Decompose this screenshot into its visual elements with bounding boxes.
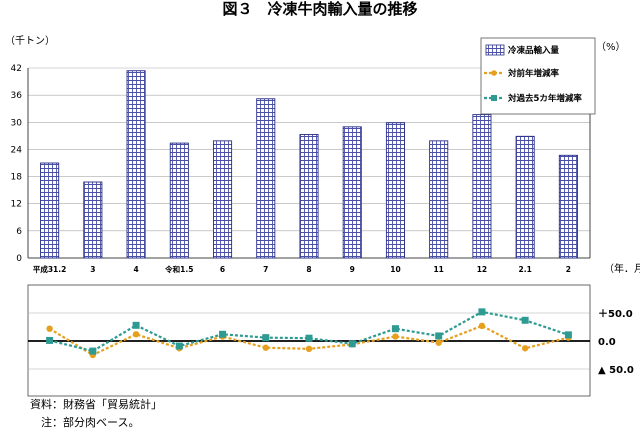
fiveyear-point [262, 334, 270, 342]
left-tick-label: 18 [11, 173, 23, 183]
bar [385, 122, 405, 259]
x-tick-label: 令和1.5 [164, 264, 193, 274]
bar [558, 154, 578, 259]
bar [515, 135, 535, 259]
bar [213, 140, 233, 259]
fiveyear-point [478, 308, 486, 316]
right-axis-ticks: ＋50.0 0.0 ▲ 50.0 [598, 308, 634, 376]
x-tick-label: 2.1 [519, 265, 532, 274]
fiveyear-point [305, 334, 313, 342]
fiveyear-point [219, 330, 227, 338]
fiveyear-point [89, 347, 97, 355]
left-axis-ticks: 0 6 12 18 24 30 36 42 [11, 64, 23, 264]
fiveyear-point [435, 332, 443, 340]
x-tick-label: 11 [433, 265, 443, 274]
x-tick-label: 平成31.2 [33, 264, 67, 274]
fiveyear-point [391, 325, 399, 333]
left-tick-label: 24 [11, 145, 23, 155]
x-tick-label: 12 [477, 265, 487, 274]
yoy-point [305, 345, 313, 353]
source-note: 資料：財務省「貿易統計」 [30, 397, 162, 411]
bar-series [40, 70, 578, 259]
right-tick-label: ＋50.0 [598, 308, 633, 320]
line-series [46, 308, 572, 359]
left-tick-label: 6 [16, 227, 22, 237]
left-tick-label: 42 [11, 64, 22, 74]
fiveyear-point [132, 321, 140, 329]
yoy-point [435, 339, 442, 346]
bar [299, 134, 319, 259]
fiveyear-point [175, 342, 183, 350]
x-tick-label: 8 [306, 265, 311, 274]
fiveyear-point [564, 331, 572, 339]
fiveyear-point [521, 316, 529, 324]
right-tick-label: 0.0 [598, 337, 616, 348]
x-tick-label: 10 [390, 265, 400, 274]
x-tick-label: 2 [566, 265, 571, 274]
bar [83, 181, 103, 259]
legend-yoy-marker [491, 70, 497, 76]
bar [126, 70, 146, 259]
left-tick-label: 36 [11, 91, 23, 101]
x-tick-label: 7 [263, 265, 268, 274]
bar [40, 162, 60, 259]
x-tick-label: 6 [220, 265, 225, 274]
yoy-point [132, 331, 140, 338]
legend-fiveyear-marker [491, 95, 497, 101]
bar [472, 114, 492, 259]
left-axis-unit: （千トン） [5, 35, 55, 47]
legend: 冷凍品輸入量 対前年増減率 対過去5カ年増減率 [480, 37, 596, 115]
right-tick-label: ▲ 50.0 [598, 365, 634, 376]
bar [256, 98, 276, 259]
right-axis-unit: （%） [596, 41, 626, 53]
legend-label-yoy: 対前年増減率 [507, 68, 560, 79]
fiveyear-point [348, 340, 356, 348]
left-tick-label: 0 [16, 254, 22, 264]
x-axis-ticks: 平成31.2 3 4 令和1.5 6 7 8 9 10 11 12 2.1 2 [33, 264, 571, 274]
fiveyear-line [49, 310, 569, 353]
x-tick-label: 4 [133, 265, 138, 274]
x-axis-unit: （年．月） [604, 262, 640, 275]
legend-label-bar: 冷凍品輸入量 [508, 45, 560, 56]
yoy-point [521, 345, 529, 352]
fiveyear-point [46, 336, 54, 344]
bar [429, 140, 449, 259]
yoy-point [478, 322, 486, 330]
footnote: 注：部分肉ベース。 [30, 415, 139, 429]
x-tick-label: 9 [350, 265, 355, 274]
yoy-point [262, 344, 269, 351]
left-tick-label: 12 [11, 200, 22, 210]
chart-title: 図３ 冷凍牛肉輸入量の推移 [222, 0, 417, 18]
x-tick-label: 3 [90, 265, 95, 274]
yoy-point [392, 333, 399, 340]
left-tick-label: 30 [11, 118, 23, 128]
yoy-point [46, 325, 53, 332]
bar [342, 126, 362, 259]
legend-bar-swatch [485, 44, 505, 56]
bar [169, 142, 189, 259]
legend-label-fiveyear: 対過去5カ年増減率 [507, 93, 582, 104]
